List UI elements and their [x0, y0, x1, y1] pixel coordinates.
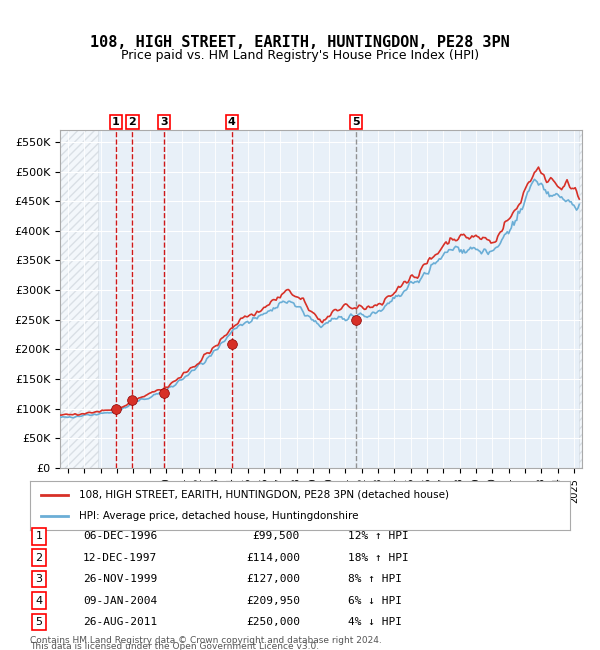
Text: HPI: Average price, detached house, Huntingdonshire: HPI: Average price, detached house, Hunt…	[79, 511, 358, 521]
Text: 5: 5	[352, 117, 360, 127]
Text: 2: 2	[128, 117, 136, 127]
Text: 3: 3	[161, 117, 168, 127]
Text: 3: 3	[35, 574, 43, 584]
Text: 4: 4	[228, 117, 236, 127]
Text: 09-JAN-2004: 09-JAN-2004	[83, 595, 157, 606]
Text: 26-NOV-1999: 26-NOV-1999	[83, 574, 157, 584]
Text: 1: 1	[112, 117, 119, 127]
Text: 2: 2	[35, 552, 43, 563]
Text: 12% ↑ HPI: 12% ↑ HPI	[348, 531, 409, 541]
Text: 06-DEC-1996: 06-DEC-1996	[83, 531, 157, 541]
Text: 4: 4	[35, 595, 43, 606]
Text: 4% ↓ HPI: 4% ↓ HPI	[348, 617, 402, 627]
Text: Price paid vs. HM Land Registry's House Price Index (HPI): Price paid vs. HM Land Registry's House …	[121, 49, 479, 62]
Text: 108, HIGH STREET, EARITH, HUNTINGDON, PE28 3PN: 108, HIGH STREET, EARITH, HUNTINGDON, PE…	[90, 34, 510, 50]
Text: Contains HM Land Registry data © Crown copyright and database right 2024.: Contains HM Land Registry data © Crown c…	[30, 636, 382, 645]
Text: 5: 5	[35, 617, 43, 627]
Text: 6% ↓ HPI: 6% ↓ HPI	[348, 595, 402, 606]
Text: 108, HIGH STREET, EARITH, HUNTINGDON, PE28 3PN (detached house): 108, HIGH STREET, EARITH, HUNTINGDON, PE…	[79, 489, 449, 500]
Text: £114,000: £114,000	[246, 552, 300, 563]
Text: This data is licensed under the Open Government Licence v3.0.: This data is licensed under the Open Gov…	[30, 642, 319, 650]
Text: £209,950: £209,950	[246, 595, 300, 606]
Text: £127,000: £127,000	[246, 574, 300, 584]
Text: £99,500: £99,500	[253, 531, 300, 541]
Text: 8% ↑ HPI: 8% ↑ HPI	[348, 574, 402, 584]
Text: 18% ↑ HPI: 18% ↑ HPI	[348, 552, 409, 563]
Text: 12-DEC-1997: 12-DEC-1997	[83, 552, 157, 563]
Text: 26-AUG-2011: 26-AUG-2011	[83, 617, 157, 627]
Text: £250,000: £250,000	[246, 617, 300, 627]
Bar	[60, 130, 98, 468]
Text: 1: 1	[35, 531, 43, 541]
